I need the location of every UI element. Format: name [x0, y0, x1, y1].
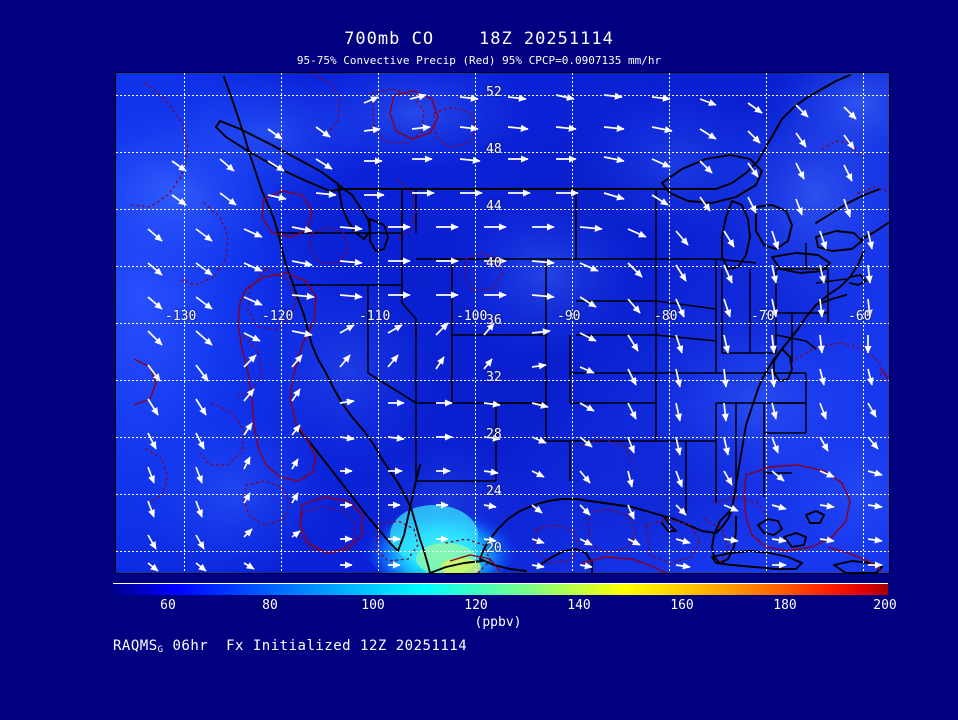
model-name: RAQMS: [113, 638, 158, 654]
graticule-lon-90: [572, 73, 573, 573]
graticule-lon-80: [669, 73, 670, 573]
lon-label-60: -60: [848, 309, 872, 324]
co-plume: [363, 497, 519, 573]
graticule-lat-32: [116, 380, 889, 381]
model-run-text: 06hr Fx Initialized 12Z 20251114: [163, 638, 468, 654]
colorbar-units-label: (ppbv): [474, 615, 522, 630]
lat-label-44: 44: [486, 199, 502, 214]
colorbar-tick-100: 100: [361, 598, 385, 613]
lon-label-100: -100: [456, 309, 488, 324]
graticule-lon-60: [863, 73, 864, 573]
colorbar: [113, 583, 888, 595]
graticule-lon-110: [378, 73, 379, 573]
map-panel: 52 48 44 40 36 32 28 24 20 -130 -120 -11…: [115, 72, 890, 574]
graticule-lat-52: [116, 95, 889, 96]
lat-label-28: 28: [486, 427, 502, 442]
model-subscript: G: [157, 645, 164, 655]
graticule-lat-28: [116, 437, 889, 438]
graticule-lat-48: [116, 152, 889, 153]
graticule-lat-40: [116, 266, 889, 267]
colorbar-tick-160: 160: [670, 598, 694, 613]
colorbar-tick-80: 80: [262, 598, 278, 613]
lat-label-48: 48: [486, 142, 502, 157]
colorbar-tick-140: 140: [567, 598, 591, 613]
lon-label-130: -130: [165, 309, 197, 324]
page-title: 700mb CO 18Z 20251114: [344, 29, 614, 49]
lat-label-20: 20: [486, 541, 502, 556]
graticule-lat-36: [116, 323, 889, 324]
lat-label-52: 52: [486, 85, 502, 100]
graticule-lat-44: [116, 209, 889, 210]
model-run-label: RAQMSG 06hr Fx Initialized 12Z 20251114: [113, 638, 467, 655]
page-subtitle: 95-75% Convective Precip (Red) 95% CPCP=…: [296, 54, 662, 67]
lon-label-120: -120: [262, 309, 294, 324]
map-canvas: 52 48 44 40 36 32 28 24 20 -130 -120 -11…: [116, 73, 889, 573]
lat-label-40: 40: [486, 256, 502, 271]
graticule-lon-130: [184, 73, 185, 573]
lat-label-24: 24: [486, 484, 502, 499]
colorbar-tick-180: 180: [773, 598, 797, 613]
graticule-lon-100: [475, 73, 476, 573]
lon-label-90: -90: [557, 309, 581, 324]
graticule-lon-70: [766, 73, 767, 573]
graticule-lat-20: [116, 551, 889, 552]
lat-label-32: 32: [486, 370, 502, 385]
colorbar-tick-200: 200: [873, 598, 897, 613]
lon-label-80: -80: [654, 309, 678, 324]
colorbar-tick-60: 60: [160, 598, 176, 613]
graticule-lat-24: [116, 494, 889, 495]
lon-label-70: -70: [751, 309, 775, 324]
wind-vectors: [147, 92, 883, 572]
lon-label-110: -110: [359, 309, 391, 324]
graticule-lon-120: [281, 73, 282, 573]
colorbar-tick-120: 120: [464, 598, 488, 613]
lat-label-36: 36: [486, 313, 502, 328]
map-svg: [116, 73, 889, 573]
